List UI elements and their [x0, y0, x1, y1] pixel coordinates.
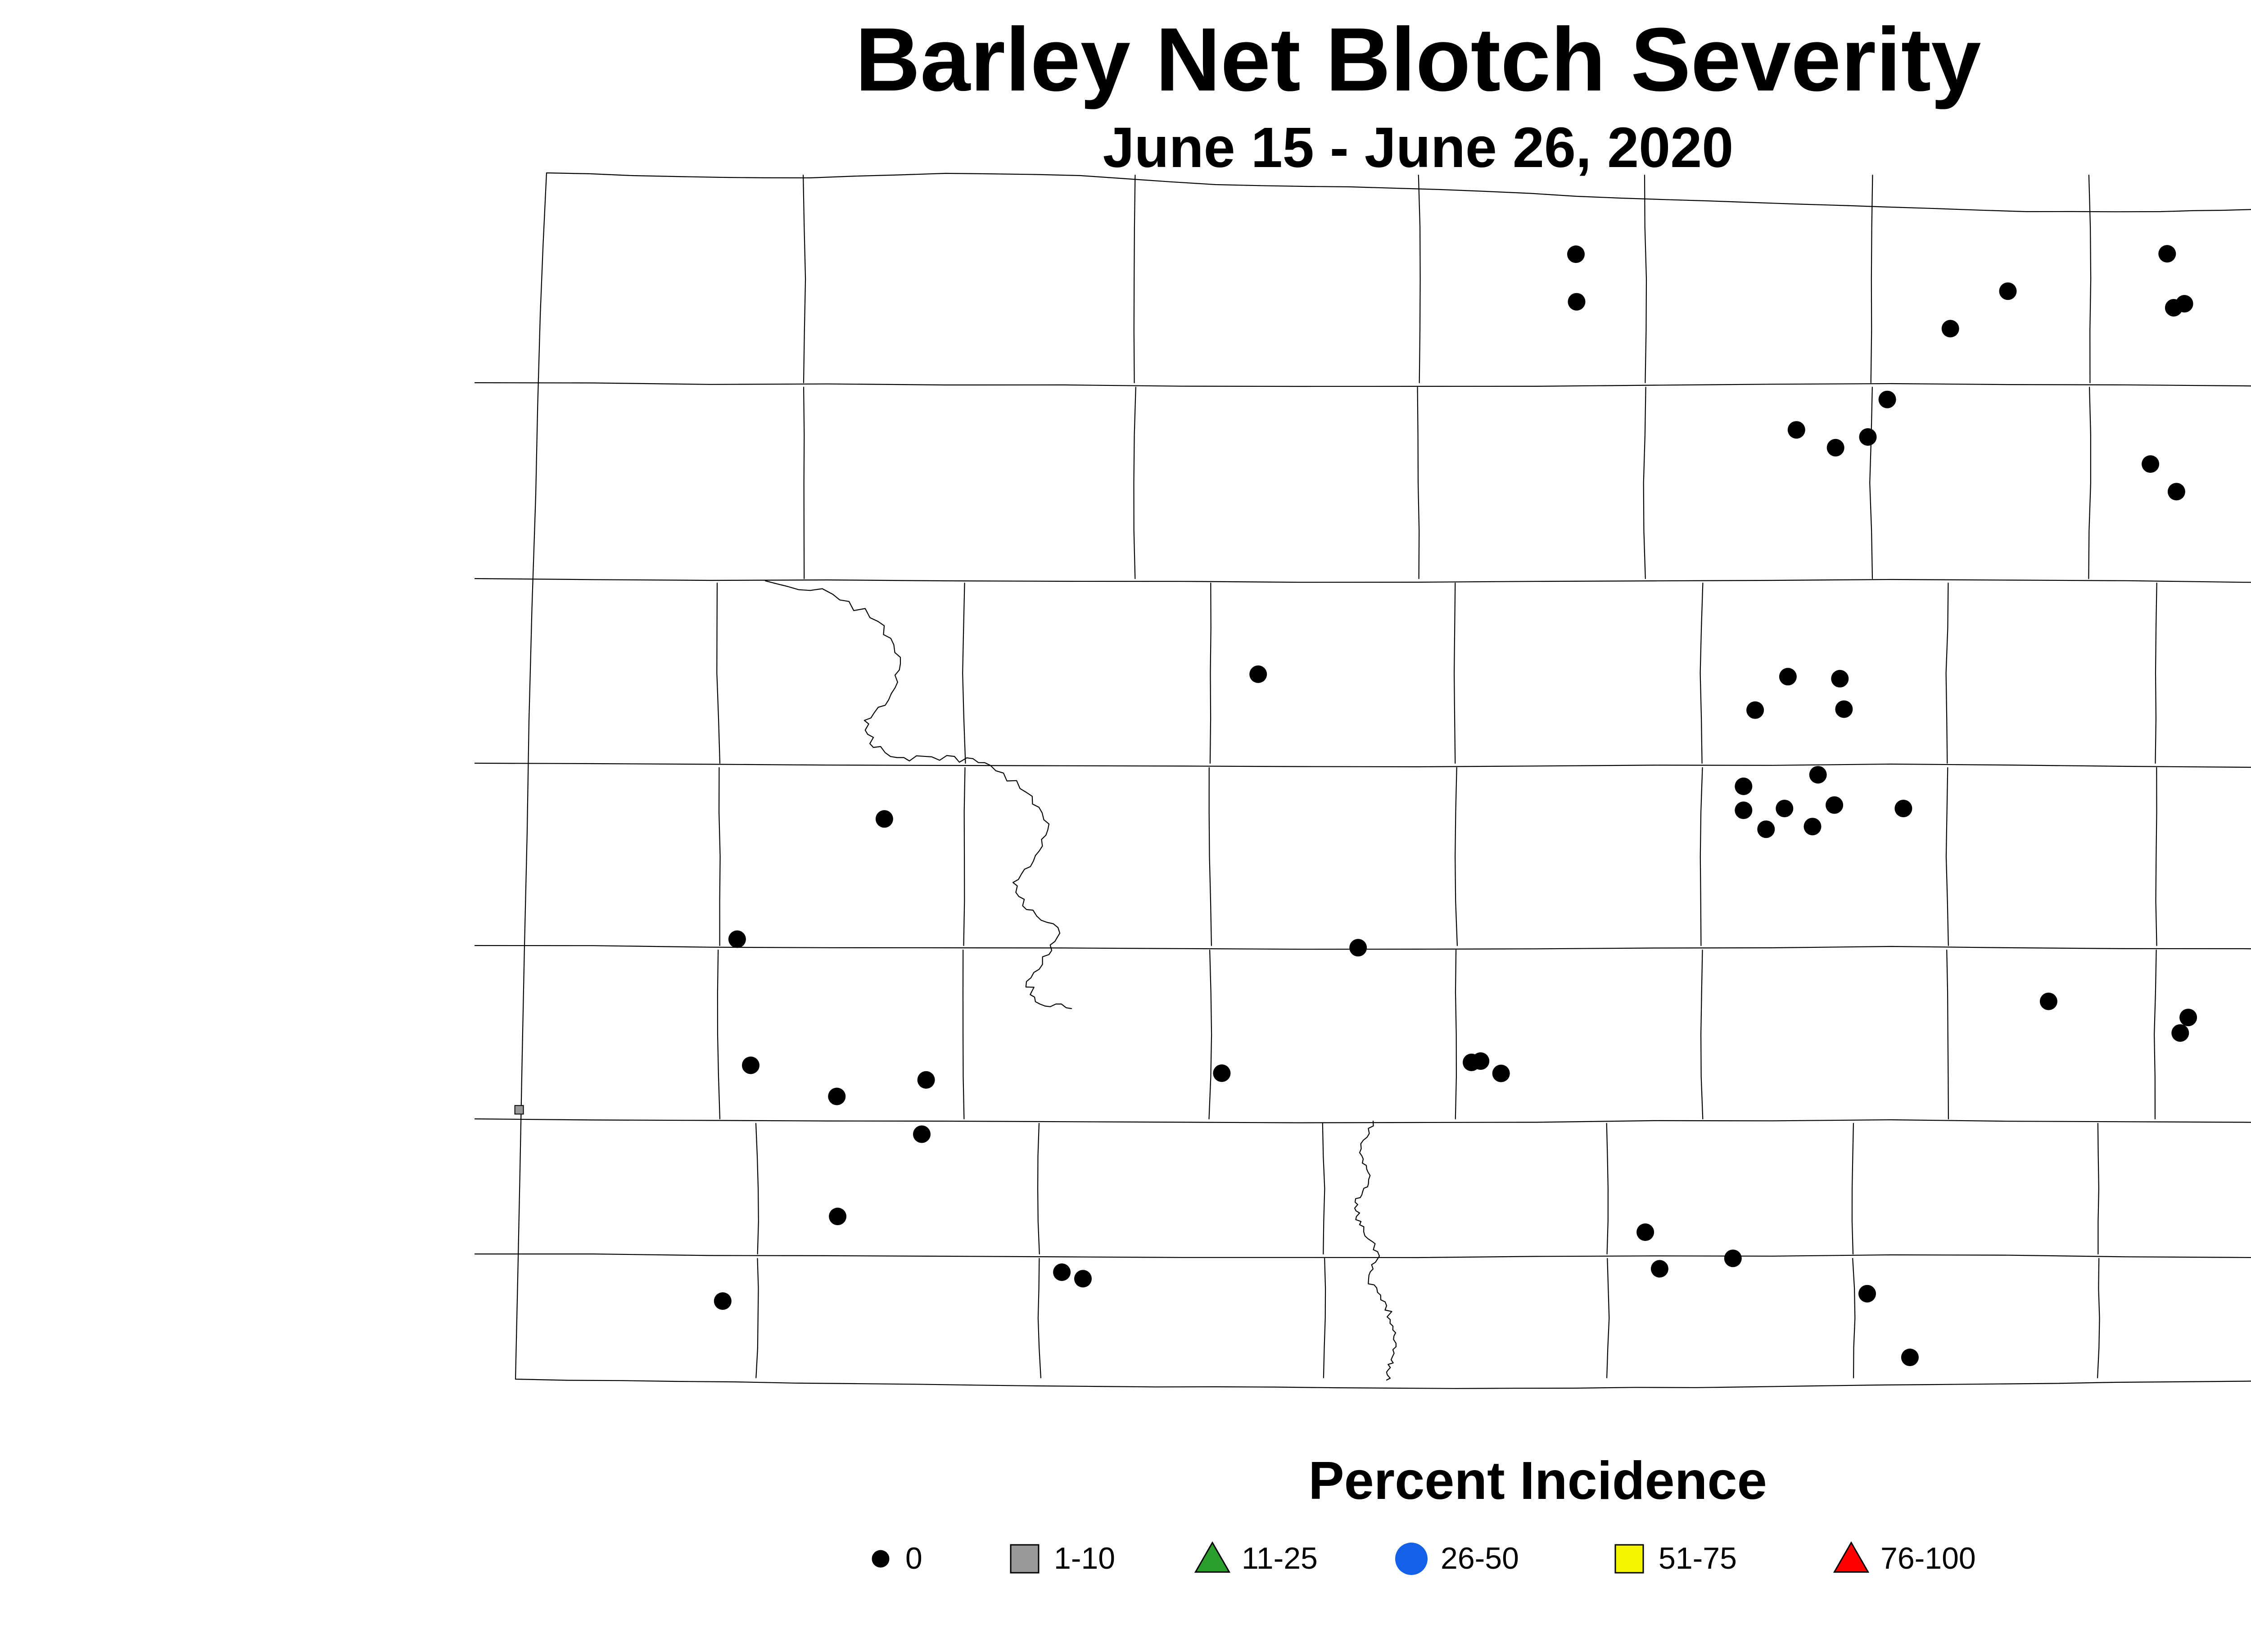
svg-text:51-75: 51-75 [1659, 1541, 1737, 1575]
svg-text:11-25: 11-25 [1242, 1541, 1318, 1575]
svg-text:0: 0 [905, 1541, 922, 1575]
svg-text:26-50: 26-50 [1441, 1541, 1519, 1575]
svg-text:1-10: 1-10 [1054, 1541, 1115, 1575]
svg-text:76-100: 76-100 [1880, 1541, 1976, 1575]
